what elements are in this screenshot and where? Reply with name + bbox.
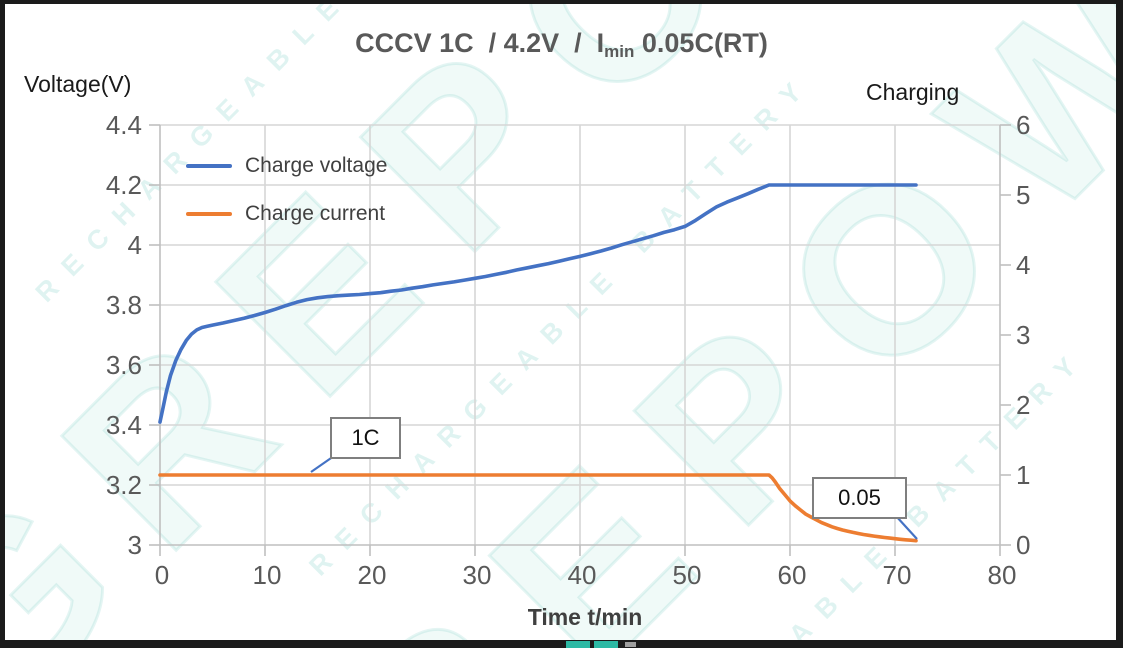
x-tick-label: 70 bbox=[883, 560, 912, 590]
chart-title-text: CCCV 1C / 4.2V / I bbox=[355, 28, 605, 58]
x-axis-title: Time t/min bbox=[527, 604, 643, 630]
charge-voltage-curve bbox=[158, 183, 918, 424]
logo-mark-fragment bbox=[566, 641, 590, 648]
chart-title-suffix: 0.05C(RT) bbox=[634, 28, 768, 58]
y-left-tick-label: 3.4 bbox=[106, 410, 142, 440]
x-tick-label: 60 bbox=[778, 560, 807, 590]
y-left-tick-label: 3.8 bbox=[106, 290, 142, 320]
y-right-tick-label: 0 bbox=[1016, 530, 1030, 560]
charge-current-curve bbox=[158, 473, 918, 543]
chart-title: CCCV 1C / 4.2V / Imin 0.05C(RT) bbox=[0, 28, 1123, 62]
y-left-tick-label: 3.6 bbox=[106, 350, 142, 380]
y-right-tick-label: 6 bbox=[1016, 110, 1030, 140]
annotation-0.05-leader-line bbox=[895, 515, 918, 540]
y-left-tick-label: 3.2 bbox=[106, 470, 142, 500]
y-left-tick-label: 4.4 bbox=[106, 110, 142, 140]
chart-legend: Charge voltage Charge current bbox=[186, 151, 387, 247]
x-tick-label: 40 bbox=[568, 560, 597, 590]
frame-border bbox=[0, 640, 1123, 648]
frame-border bbox=[0, 0, 1123, 4]
y-right-tick-label: 1 bbox=[1016, 460, 1030, 490]
legend-label: Charge voltage bbox=[245, 154, 388, 177]
annotation-0.05-callout: 0.05 bbox=[812, 477, 907, 519]
legend-label: Charge current bbox=[245, 202, 386, 225]
legend-item-charge-current: Charge current bbox=[186, 199, 387, 229]
annotation-1c-callout: 1C bbox=[330, 417, 401, 459]
left-axis-title: Voltage(V) bbox=[24, 71, 132, 97]
voltage-line-swatch-icon bbox=[186, 164, 232, 168]
x-tick-label: 0 bbox=[155, 560, 169, 590]
logo-mark-fragment bbox=[625, 642, 636, 647]
y-right-tick-label: 5 bbox=[1016, 180, 1030, 210]
x-tick-label: 50 bbox=[673, 560, 702, 590]
y-left-tick-label: 4.2 bbox=[106, 170, 142, 200]
x-tick-label: 80 bbox=[988, 560, 1017, 590]
x-tick-label: 20 bbox=[358, 560, 387, 590]
y-left-tick-label: 4 bbox=[128, 230, 142, 260]
y-right-tick-label: 2 bbox=[1016, 390, 1030, 420]
frame-border bbox=[0, 0, 5, 648]
logo-mark-fragment bbox=[594, 641, 618, 648]
y-right-tick-label: 4 bbox=[1016, 250, 1030, 280]
legend-item-charge-voltage: Charge voltage bbox=[186, 151, 387, 181]
frame-border bbox=[1116, 0, 1123, 648]
x-tick-label: 30 bbox=[463, 560, 492, 590]
x-tick-label: 10 bbox=[253, 560, 282, 590]
y-right-tick-label: 3 bbox=[1016, 320, 1030, 350]
right-axis-title: Charging bbox=[866, 79, 960, 105]
y-left-tick-label: 3 bbox=[128, 530, 142, 560]
chart-title-subscript: min bbox=[604, 42, 635, 61]
current-line-swatch-icon bbox=[186, 212, 232, 216]
